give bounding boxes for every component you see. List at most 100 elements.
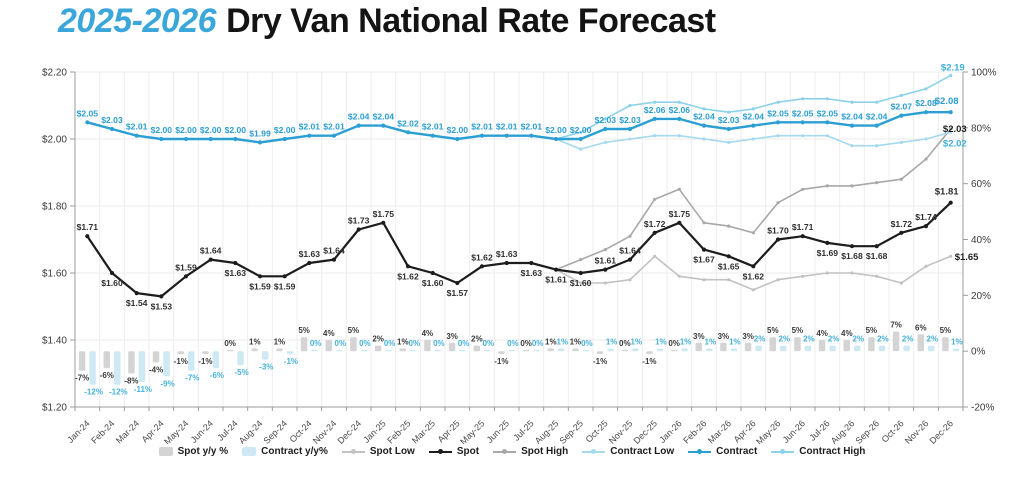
legend-item-contract-low: Contract Low (582, 446, 674, 457)
x-axis-month-label: May-26 (754, 418, 782, 444)
data-point (701, 123, 707, 128)
data-point (381, 220, 386, 225)
point-value-label: $2.01 (496, 122, 518, 132)
data-point (776, 134, 780, 138)
line-spot (85, 200, 953, 299)
bar (596, 351, 604, 354)
data-point (751, 288, 755, 292)
x-axis-month-label: May-24 (162, 418, 190, 444)
point-value-label: $2.04 (866, 112, 888, 122)
bar (498, 351, 505, 354)
data-point (949, 130, 953, 134)
data-point (899, 113, 904, 118)
line-path (86, 201, 952, 298)
data-point (653, 254, 657, 258)
right-axis-tick-label: 60% (971, 179, 991, 190)
data-point (356, 227, 361, 232)
data-point (233, 260, 238, 266)
bar (300, 337, 308, 352)
x-axis-month-label: Feb-26 (681, 418, 708, 444)
point-value-label: $1.65 (718, 261, 740, 271)
bar-value-label: 0% (384, 339, 396, 348)
point-value-label: $1.63 (496, 249, 518, 259)
data-point (727, 278, 731, 282)
bar-value-label: 0% (581, 339, 593, 348)
point-value-label: $2.00 (570, 125, 592, 135)
bar-value-label: 0% (433, 339, 445, 348)
bar-value-label: 4% (422, 329, 434, 338)
bar-value-label: 1% (249, 337, 261, 346)
left-axis-tick-label: $1.20 (42, 403, 67, 414)
bar-value-label: 1% (274, 337, 286, 346)
bar-value-label: -1% (284, 357, 298, 366)
bar-value-label: 2% (902, 335, 914, 344)
point-value-label: $1.75 (669, 209, 691, 219)
bar-value-label: 2% (471, 335, 483, 344)
bar-value-label: 2% (372, 335, 384, 344)
title-years: 2025-2026 (58, 2, 217, 40)
point-value-label: $2.06 (669, 105, 691, 115)
line-swatch-icon (341, 447, 365, 456)
bar-value-label: 4% (816, 329, 828, 338)
bar (706, 348, 713, 352)
data-point (825, 134, 829, 138)
bar (646, 351, 653, 354)
data-point (677, 220, 682, 225)
data-point (85, 120, 90, 125)
x-axis-month-label: Aug-26 (829, 418, 857, 444)
bar (410, 349, 417, 352)
bar (868, 337, 875, 352)
data-point (899, 140, 903, 144)
x-axis-month-label: May-25 (458, 418, 486, 444)
bar (89, 351, 96, 385)
data-point (628, 278, 632, 282)
line-path (555, 128, 952, 271)
bar-value-label: 1% (606, 337, 618, 346)
right-axis-tick-label: 80% (971, 123, 991, 134)
data-point (479, 264, 485, 269)
x-axis-month-label: Sep-26 (853, 418, 881, 444)
bar-value-label: 2% (828, 335, 840, 344)
data-point (579, 281, 583, 285)
bar-value-label: -6% (100, 371, 114, 380)
data-point (949, 254, 953, 258)
bar-value-label: 1% (705, 337, 717, 346)
point-value-label: $2.01 (299, 122, 321, 132)
bar-value-label: -9% (160, 379, 174, 388)
x-axis-month-label: Nov-26 (903, 418, 931, 444)
point-value-label: $2.03 (718, 115, 740, 125)
bars-contract-yy: -12% -12% -11%-9%-7% -6% -5%-3%-1%0% 0% 0% 0% 0%… (84, 335, 962, 397)
point-value-label: $2.00 (175, 125, 197, 135)
x-axis-month-label: Oct-24 (288, 418, 314, 444)
bar (374, 345, 382, 352)
data-point (875, 274, 879, 278)
data-point (677, 274, 681, 278)
data-point (899, 230, 904, 235)
x-axis-month-label: Feb-24 (89, 418, 116, 444)
bar (854, 345, 861, 352)
point-value-label: $1.61 (595, 256, 617, 266)
bar-value-label: 0% (668, 339, 680, 348)
left-axis-tick-label: $2.00 (42, 135, 67, 146)
labels-contract: $2.05$2.03$2.01 $2.00 $2.00 $2.00 $2.00 $1.99… (77, 96, 959, 138)
bar (744, 342, 752, 352)
line-contract-low (554, 130, 953, 151)
data-point (850, 184, 854, 188)
data-point (455, 280, 460, 286)
data-point (85, 234, 90, 239)
data-point (183, 274, 189, 279)
data-point (849, 123, 855, 128)
x-axis-month-label: Nov-24 (311, 418, 339, 444)
bar (533, 349, 540, 352)
data-point (825, 271, 829, 275)
data-point (479, 133, 485, 138)
point-value-label: $1.72 (644, 219, 666, 229)
x-axis-month-label: Dec-26 (927, 418, 955, 444)
data-point (825, 120, 830, 125)
data-point (875, 100, 879, 104)
data-point (677, 187, 681, 191)
data-point (529, 260, 534, 266)
line-swatch-icon (582, 447, 606, 456)
point-value-label: $2.01 (323, 122, 345, 132)
